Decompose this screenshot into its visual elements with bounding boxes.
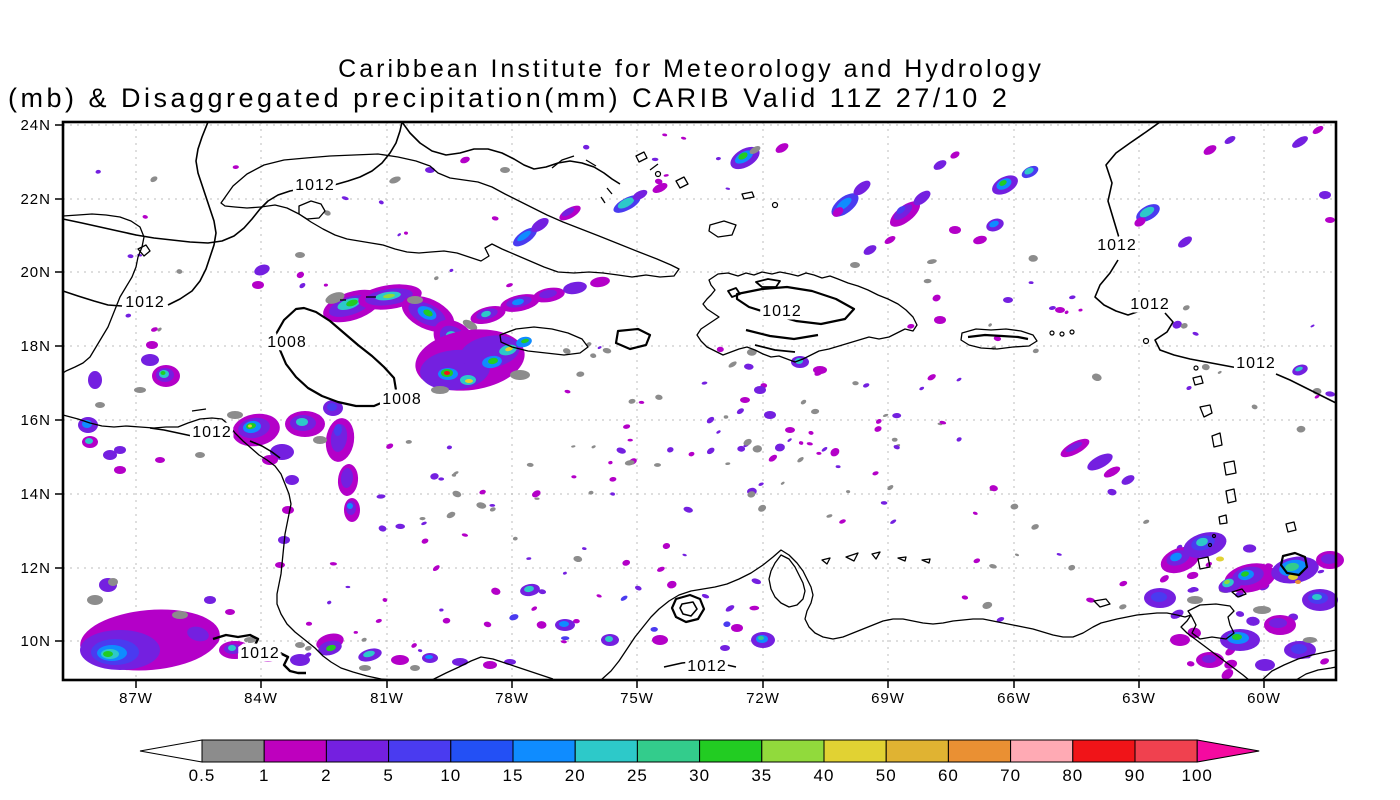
colorbar-right-arrow xyxy=(1196,739,1260,763)
colorbar-tick-label: 50 xyxy=(876,766,897,785)
precipitation-shading xyxy=(78,125,1344,680)
lon-tick-label: 66W xyxy=(997,690,1031,707)
isobar-labels: 1012 1012 1008 1008 1012 1012 1012 1012 1012 1012… xyxy=(122,174,1279,679)
colorbar-left-arrow xyxy=(139,739,203,763)
colorbar-segment xyxy=(574,739,638,763)
lat-tick-label: 14N xyxy=(20,486,51,503)
colorbar-segment xyxy=(699,739,763,763)
isobar-label: 1012 xyxy=(762,303,802,320)
colorbar-tick-label: 60 xyxy=(938,766,959,785)
colorbar-segment xyxy=(885,739,949,763)
colorbar-tick-label: 70 xyxy=(1000,766,1021,785)
colorbar-segment xyxy=(325,739,390,763)
colorbar-tick-label: 20 xyxy=(565,766,586,785)
isobar-label: 1012 xyxy=(192,424,232,441)
colorbar-segment xyxy=(1072,739,1136,763)
colorbar-segment xyxy=(201,739,265,763)
axis-labels: 24N 22N 20N 18N 16N 14N 12N 10N 87W 84W 81W 78W 75W 7… xyxy=(20,117,1281,707)
pressure-isobars xyxy=(62,121,1337,675)
colorbar-segment xyxy=(1010,739,1074,763)
colorbar-segment xyxy=(761,739,825,763)
lon-tick-label: 75W xyxy=(620,690,654,707)
colorbar-tick-label: 1 xyxy=(259,766,269,785)
isobar-label: 1008 xyxy=(382,391,422,408)
lat-tick-label: 24N xyxy=(20,117,51,134)
colorbar-tick-label: 25 xyxy=(627,766,648,785)
colorbar-segment xyxy=(388,739,452,763)
lon-tick-label: 84W xyxy=(244,690,278,707)
plot-title-line2: (mb) & Disaggregated precipitation(mm) C… xyxy=(8,83,1011,113)
isobar-label: 1012 xyxy=(240,645,280,662)
colorbar-segment xyxy=(636,739,701,763)
lat-tick-label: 18N xyxy=(20,338,51,355)
isobar-label: 1012 xyxy=(1097,237,1137,254)
precip-colorbar: 0.5 1 2 5 10 15 20 25 30 35 40 50 60 70 80 90 100 xyxy=(139,739,1260,785)
lat-tick-label: 20N xyxy=(20,264,51,281)
colorbar-tick-label: 15 xyxy=(503,766,524,785)
coastlines xyxy=(62,151,1337,681)
isobar-label: 1012 xyxy=(1130,296,1170,313)
colorbar-tick-label: 0.5 xyxy=(189,766,216,785)
lon-tick-label: 87W xyxy=(119,690,153,707)
lon-tick-label: 81W xyxy=(370,690,404,707)
isobar-label: 1012 xyxy=(687,658,727,675)
isobar-label: 1012 xyxy=(125,294,165,311)
isobar-label: 1012 xyxy=(1236,355,1276,372)
colorbar-tick-label: 40 xyxy=(814,766,835,785)
colorbar-tick-label: 2 xyxy=(321,766,331,785)
colorbar-segment xyxy=(263,739,327,763)
colorbar-segment xyxy=(450,739,514,763)
colorbar-tick-label: 100 xyxy=(1182,766,1213,785)
colorbar-tick-label: 10 xyxy=(440,766,461,785)
map-frame xyxy=(61,120,1338,682)
isobar-label: 1012 xyxy=(295,177,335,194)
colorbar-tick-label: 80 xyxy=(1062,766,1083,785)
lon-tick-label: 78W xyxy=(495,690,529,707)
lat-tick-label: 16N xyxy=(20,412,51,429)
colorbar-segment xyxy=(512,739,576,763)
colorbar-segment xyxy=(823,739,887,763)
lon-tick-label: 63W xyxy=(1122,690,1156,707)
lon-tick-label: 69W xyxy=(871,690,905,707)
isobar-label: 1008 xyxy=(267,334,307,351)
colorbar-segment xyxy=(947,739,1012,763)
colorbar-tick-label: 30 xyxy=(689,766,710,785)
colorbar-segment xyxy=(1134,739,1198,763)
lon-tick-label: 60W xyxy=(1247,690,1281,707)
colorbar-tick-label: 90 xyxy=(1125,766,1146,785)
colorbar-tick-label: 5 xyxy=(383,766,393,785)
lon-tick-label: 72W xyxy=(746,690,780,707)
lat-tick-label: 10N xyxy=(20,633,51,650)
colorbar-tick-label: 35 xyxy=(751,766,772,785)
lat-tick-label: 22N xyxy=(20,191,51,208)
plot-title-line1: Caribbean Institute for Meteorology and … xyxy=(338,55,1044,83)
lat-tick-label: 12N xyxy=(20,560,51,577)
